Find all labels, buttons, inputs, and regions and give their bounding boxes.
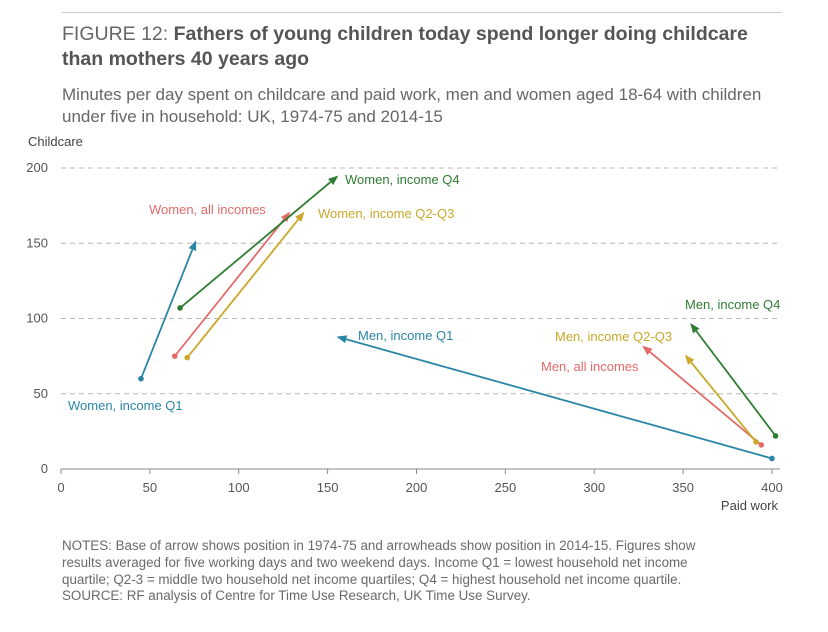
arrow-shaft [179,181,332,309]
arrowhead-2014-15 [690,323,700,334]
arrow-shaft [174,218,285,357]
series-arrow [171,211,291,359]
series-label: Men, all incomes [541,359,639,374]
y-tick-label: 150 [26,235,48,250]
x-axis-title: Paid work [721,498,779,513]
chart: 0 50 100 150 200 0 50 100 150 200 250 300 350 400 Chil… [26,134,783,513]
arrowhead-2014-15 [336,335,348,344]
series-label: Women, income Q1 [68,398,183,413]
figure-subtitle: Minutes per day spent on childcare and p… [62,85,762,126]
y-tick-label: 0 [41,461,48,476]
series-arrow [336,335,775,462]
series-arrow [690,323,779,439]
top-rule [62,12,782,13]
series-arrow [642,345,765,448]
base-point-1974-75 [138,375,144,382]
note-line: quartile; Q2-3 = middle two household ne… [62,571,682,587]
arrow-shaft [695,330,777,437]
notes: NOTES: Base of arrow shows position in 1… [62,538,802,605]
arrowhead-2014-15 [295,211,305,222]
arrow-shaft [140,249,194,380]
base-point-1974-75 [769,455,775,462]
note-line: NOTES: Base of arrow shows position in 1… [62,538,696,553]
x-tick-label: 300 [583,480,605,495]
arrowhead-2014-15 [328,175,339,185]
arrow-shaft [690,361,757,443]
series-label: Women, all incomes [149,202,266,217]
figure-title: FIGURE 12: Fathers of young children tod… [62,22,792,72]
x-tick-label: 200 [406,480,428,495]
y-tick-label: 100 [26,311,48,326]
figure-headline: Fathers of young children today spend lo… [62,23,748,70]
series-arrow [177,175,339,311]
note-line: SOURCE: RF analysis of Centre for Time U… [62,588,531,604]
note-line: results averaged for five working days a… [62,554,688,570]
arrowhead-2014-15 [642,345,653,356]
arrow-shaft [345,338,773,460]
series-arrow [684,354,759,445]
arrowhead-2014-15 [280,211,291,222]
arrow-shaft [186,218,299,359]
series-label: Women, income Q2-Q3 [318,206,454,221]
x-tick-label: 150 [317,480,339,495]
base-point-1974-75 [184,354,191,361]
x-tick-label: 50 [143,480,157,495]
base-point-1974-75 [758,442,765,448]
figure-number: FIGURE 12: [62,23,169,45]
series-label: Women, income Q4 [345,172,460,187]
base-point-1974-75 [177,305,183,311]
series-label: Men, income Q1 [358,328,453,343]
base-point-1974-75 [753,439,759,445]
arrowhead-2014-15 [684,354,695,365]
arrow-shaft [649,351,762,446]
series-arrow [138,240,197,382]
series-label: Men, income Q4 [685,297,780,312]
x-tick-label: 100 [228,480,250,495]
x-tick-label: 0 [57,480,64,495]
y-axis-title: Childcare [28,134,83,149]
y-tick-label: 50 [34,386,48,401]
base-point-1974-75 [171,353,178,359]
x-tick-label: 350 [672,480,694,495]
base-point-1974-75 [772,433,779,439]
series-label: Men, income Q2-Q3 [555,329,672,344]
x-tick-label: 250 [495,480,517,495]
x-tick-label: 400 [761,480,783,495]
arrowhead-2014-15 [188,240,197,251]
y-tick-label: 200 [26,160,48,175]
series-arrow [184,211,305,361]
